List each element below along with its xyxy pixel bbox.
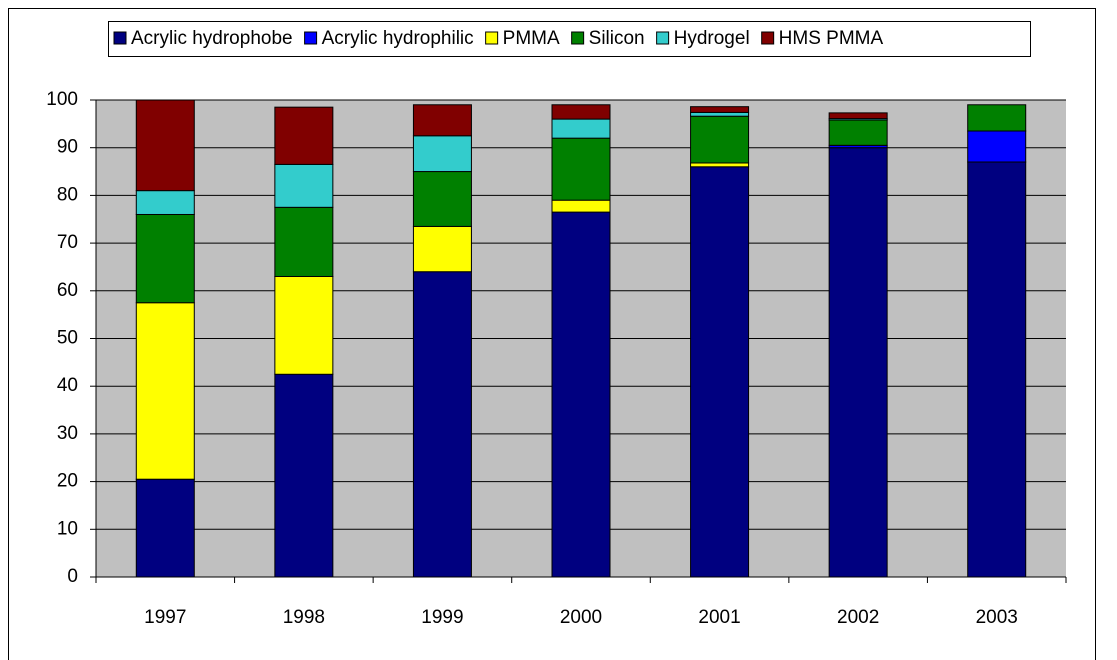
y-tick-label: 90 [57, 137, 78, 158]
bar-segment [828, 119, 888, 146]
y-tick-label: 10 [57, 518, 78, 539]
bar-segment [967, 161, 1027, 578]
bar-segment [690, 162, 750, 168]
legend-box [108, 21, 1031, 57]
x-tick-label: 1997 [144, 607, 186, 628]
bar-segment [551, 211, 611, 578]
bar-segment [828, 112, 888, 120]
bar-segment [551, 104, 611, 120]
x-tick-label: 1999 [421, 607, 463, 628]
y-tick-label: 70 [57, 232, 78, 253]
y-tick-label: 50 [57, 328, 78, 349]
bar-segment [274, 163, 334, 208]
bar-segment [135, 99, 195, 192]
bar-segment [412, 104, 472, 137]
bar-segment [135, 213, 195, 304]
legend-label: Acrylic hydrophilic [322, 28, 474, 49]
bar-segment [967, 130, 1027, 163]
bar-segment [274, 106, 334, 165]
bar-segment [412, 271, 472, 578]
bar-segment [551, 118, 611, 139]
bar-segment [412, 135, 472, 173]
bar-segment [135, 190, 195, 215]
legend-swatch [113, 31, 127, 45]
bar-segment [274, 275, 334, 375]
legend-swatch [304, 31, 318, 45]
x-tick-label: 2001 [698, 607, 740, 628]
bar-segment [690, 115, 750, 164]
y-tick-label: 20 [57, 471, 78, 492]
bar-segment [274, 373, 334, 578]
x-tick-label: 2003 [976, 607, 1018, 628]
bar-segment [551, 137, 611, 201]
legend-label: Silicon [589, 28, 645, 49]
bar-segment [967, 104, 1027, 132]
bar-segment [690, 166, 750, 578]
legend-swatch [656, 31, 670, 45]
x-tick-label: 1998 [283, 607, 325, 628]
bar-segment [412, 171, 472, 227]
legend-label: Acrylic hydrophobe [131, 28, 293, 49]
y-tick-label: 40 [57, 375, 78, 396]
legend-label: PMMA [503, 28, 560, 49]
bar-segment [412, 225, 472, 273]
x-tick-label: 2000 [560, 607, 602, 628]
x-tick-label: 2002 [837, 607, 879, 628]
bar-segment [690, 106, 750, 113]
legend-swatch [485, 31, 499, 45]
bar-segment [828, 147, 888, 578]
y-tick-label: 60 [57, 280, 78, 301]
bar-segment [690, 111, 750, 117]
y-tick-label: 100 [46, 89, 78, 110]
bar-segment [135, 302, 195, 480]
bar-segment [274, 206, 334, 277]
legend-swatch [761, 31, 775, 45]
bar-segment [551, 199, 611, 213]
y-tick-label: 0 [67, 566, 78, 587]
legend-label: Hydrogel [674, 28, 750, 49]
y-tick-label: 30 [57, 423, 78, 444]
legend-label: HMS PMMA [779, 28, 884, 49]
bar-segment [135, 478, 195, 578]
legend-swatch [571, 31, 585, 45]
y-tick-label: 80 [57, 184, 78, 205]
